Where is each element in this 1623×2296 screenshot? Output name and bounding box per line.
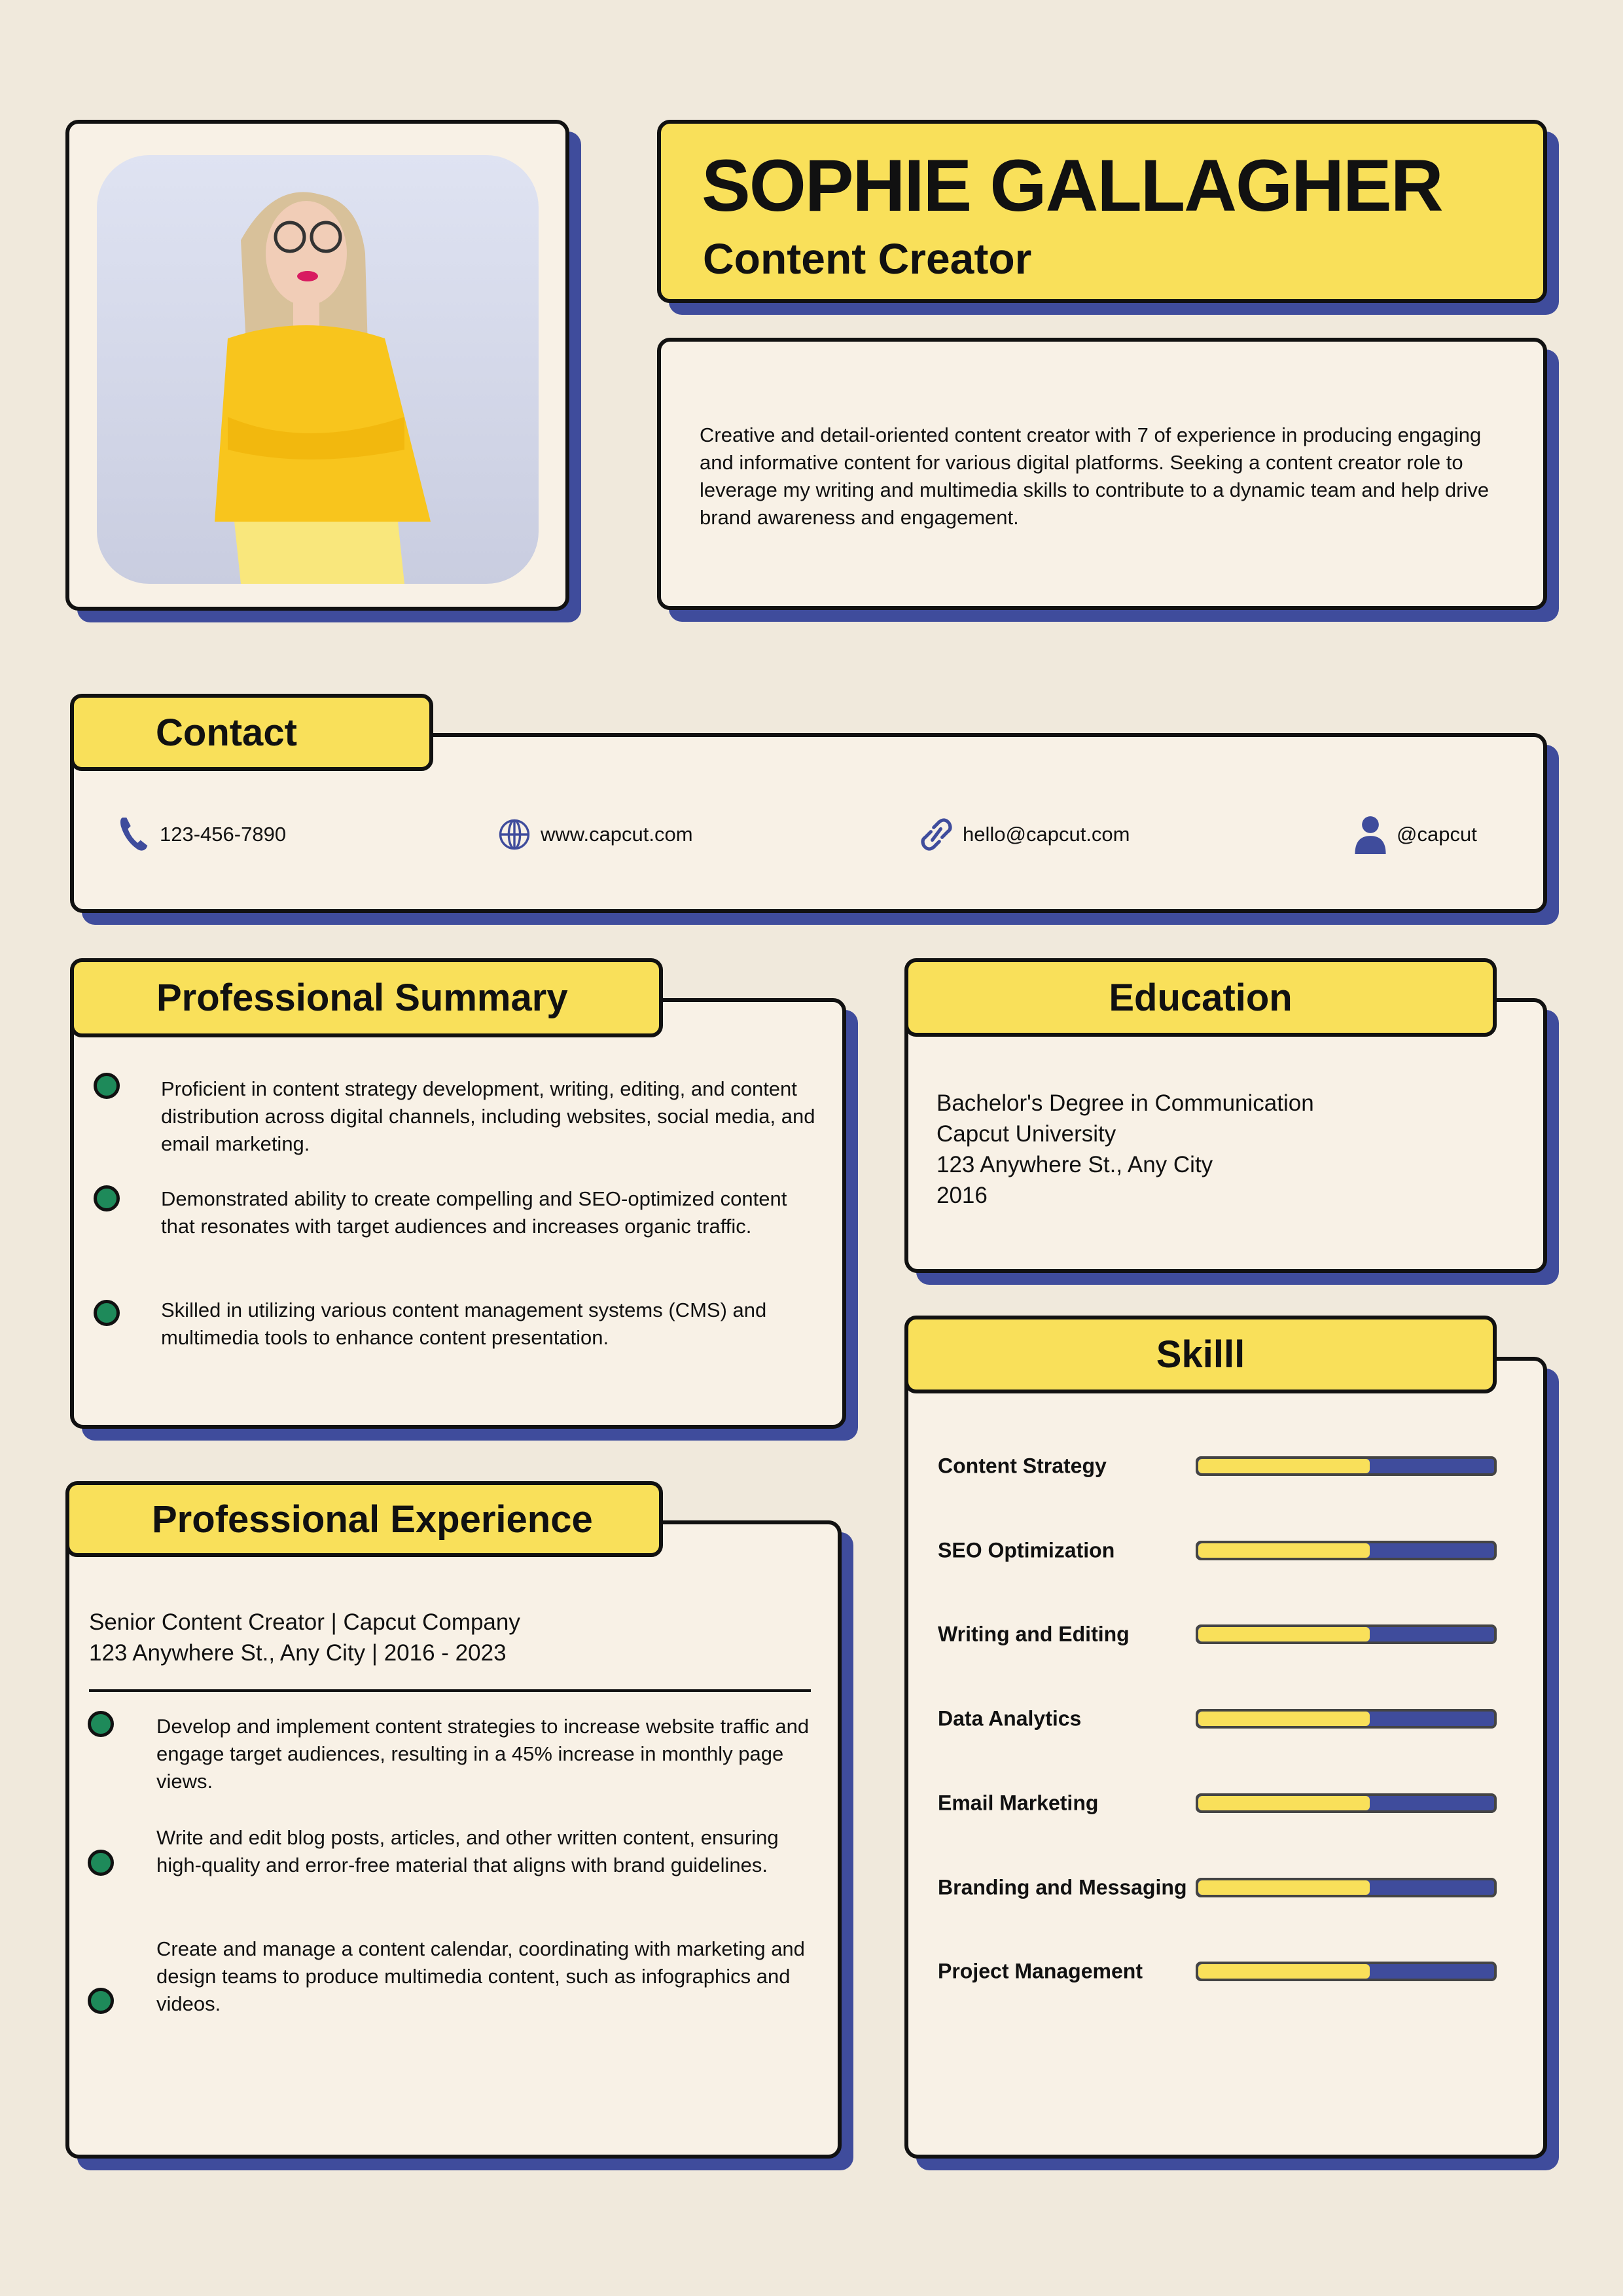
contact-email[interactable]: hello@capcut.com xyxy=(919,815,1130,854)
skills-heading: Skilll xyxy=(1156,1333,1245,1376)
graduation-year: 2016 xyxy=(936,1183,988,1208)
profile-photo xyxy=(97,155,539,584)
summary-bullet: Demonstrated ability to create compellin… xyxy=(161,1187,787,1238)
skill-level-fill xyxy=(1198,1964,1370,1979)
experience-heading-tab: Professional Experience xyxy=(65,1481,663,1557)
contact-heading-tab: Contact xyxy=(70,694,433,771)
skill-level-fill xyxy=(1198,1459,1370,1473)
photo-card xyxy=(65,120,569,611)
email-text: hello@capcut.com xyxy=(963,823,1130,846)
link-icon xyxy=(921,818,952,851)
experience-bullet: Write and edit blog posts, articles, and… xyxy=(156,1826,779,1876)
skill-level-fill xyxy=(1198,1880,1370,1895)
skill-level-fill xyxy=(1198,1627,1370,1642)
experience-bullet: Create and manage a content calendar, co… xyxy=(156,1937,805,2015)
skill-level-bar xyxy=(1196,1793,1497,1813)
social-handle-text: @capcut xyxy=(1397,823,1477,846)
summary-heading: Professional Summary xyxy=(156,977,568,1019)
globe-icon xyxy=(499,819,530,850)
skill-label: Branding and Messaging xyxy=(938,1875,1187,1899)
summary-heading-tab: Professional Summary xyxy=(70,958,663,1037)
skill-level-fill xyxy=(1198,1795,1370,1810)
bullet-dot xyxy=(88,1711,114,1737)
contact-card xyxy=(70,733,1547,913)
phone-text: 123-456-7890 xyxy=(160,823,287,846)
skill-level-bar xyxy=(1196,1624,1497,1645)
job-location-dates: 123 Anywhere St., Any City | 2016 - 2023 xyxy=(89,1640,507,1666)
person-icon xyxy=(1355,816,1386,854)
skill-level-bar xyxy=(1196,1877,1497,1897)
bullet-dot xyxy=(88,1988,114,2014)
summary-card xyxy=(70,998,846,1429)
education-card xyxy=(904,998,1547,1273)
bullet-dot xyxy=(94,1300,120,1326)
full-name: SOPHIE GALLAGHER xyxy=(702,145,1444,226)
experience-card xyxy=(65,1520,842,2159)
contact-website[interactable]: www.capcut.com xyxy=(497,815,693,854)
summary-bullet: Proficient in content strategy developme… xyxy=(161,1077,815,1155)
skill-level-bar xyxy=(1196,1540,1497,1560)
profile-card: Creative and detail-oriented content cre… xyxy=(657,338,1547,610)
experience-bullet: Develop and implement content strategies… xyxy=(156,1715,810,1793)
contact-heading: Contact xyxy=(156,711,297,754)
profile-text: Creative and detail-oriented content cre… xyxy=(700,423,1489,529)
contact-social[interactable]: @capcut xyxy=(1353,815,1477,854)
divider xyxy=(89,1689,811,1692)
bullet-dot xyxy=(94,1073,120,1099)
bullet-dot xyxy=(88,1850,114,1876)
skill-level-bar xyxy=(1196,1456,1497,1476)
skill-label: Data Analytics xyxy=(938,1706,1082,1731)
skill-label: Content Strategy xyxy=(938,1454,1107,1478)
skill-label: Email Marketing xyxy=(938,1791,1099,1815)
education-heading-tab: Education xyxy=(904,958,1497,1037)
summary-bullet: Skilled in utilizing various content man… xyxy=(161,1299,767,1349)
skill-label: SEO Optimization xyxy=(938,1538,1115,1562)
school-address: 123 Anywhere St., Any City xyxy=(936,1152,1213,1177)
skill-label: Project Management xyxy=(938,1959,1143,1983)
contact-phone[interactable]: 123-456-7890 xyxy=(116,815,286,854)
degree: Bachelor's Degree in Communication xyxy=(936,1090,1314,1116)
skill-level-bar xyxy=(1196,1962,1497,1982)
website-text: www.capcut.com xyxy=(541,823,693,846)
skills-card xyxy=(904,1357,1547,2159)
skill-level-bar xyxy=(1196,1709,1497,1729)
school: Capcut University xyxy=(936,1121,1116,1147)
skill-level-fill xyxy=(1198,1543,1370,1558)
skill-level-fill xyxy=(1198,1712,1370,1727)
job-position: Senior Content Creator | Capcut Company xyxy=(89,1609,520,1635)
name-card: SOPHIE GALLAGHER Content Creator xyxy=(657,120,1547,303)
skills-heading-tab: Skilll xyxy=(904,1316,1497,1393)
phone-icon xyxy=(120,817,148,851)
job-title: Content Creator xyxy=(703,234,1032,283)
education-heading: Education xyxy=(1109,976,1293,1019)
bullet-dot xyxy=(94,1185,120,1211)
experience-heading: Professional Experience xyxy=(152,1498,593,1541)
skill-label: Writing and Editing xyxy=(938,1622,1130,1646)
education-details: Bachelor's Degree in Communication Capcu… xyxy=(936,1088,1314,1211)
